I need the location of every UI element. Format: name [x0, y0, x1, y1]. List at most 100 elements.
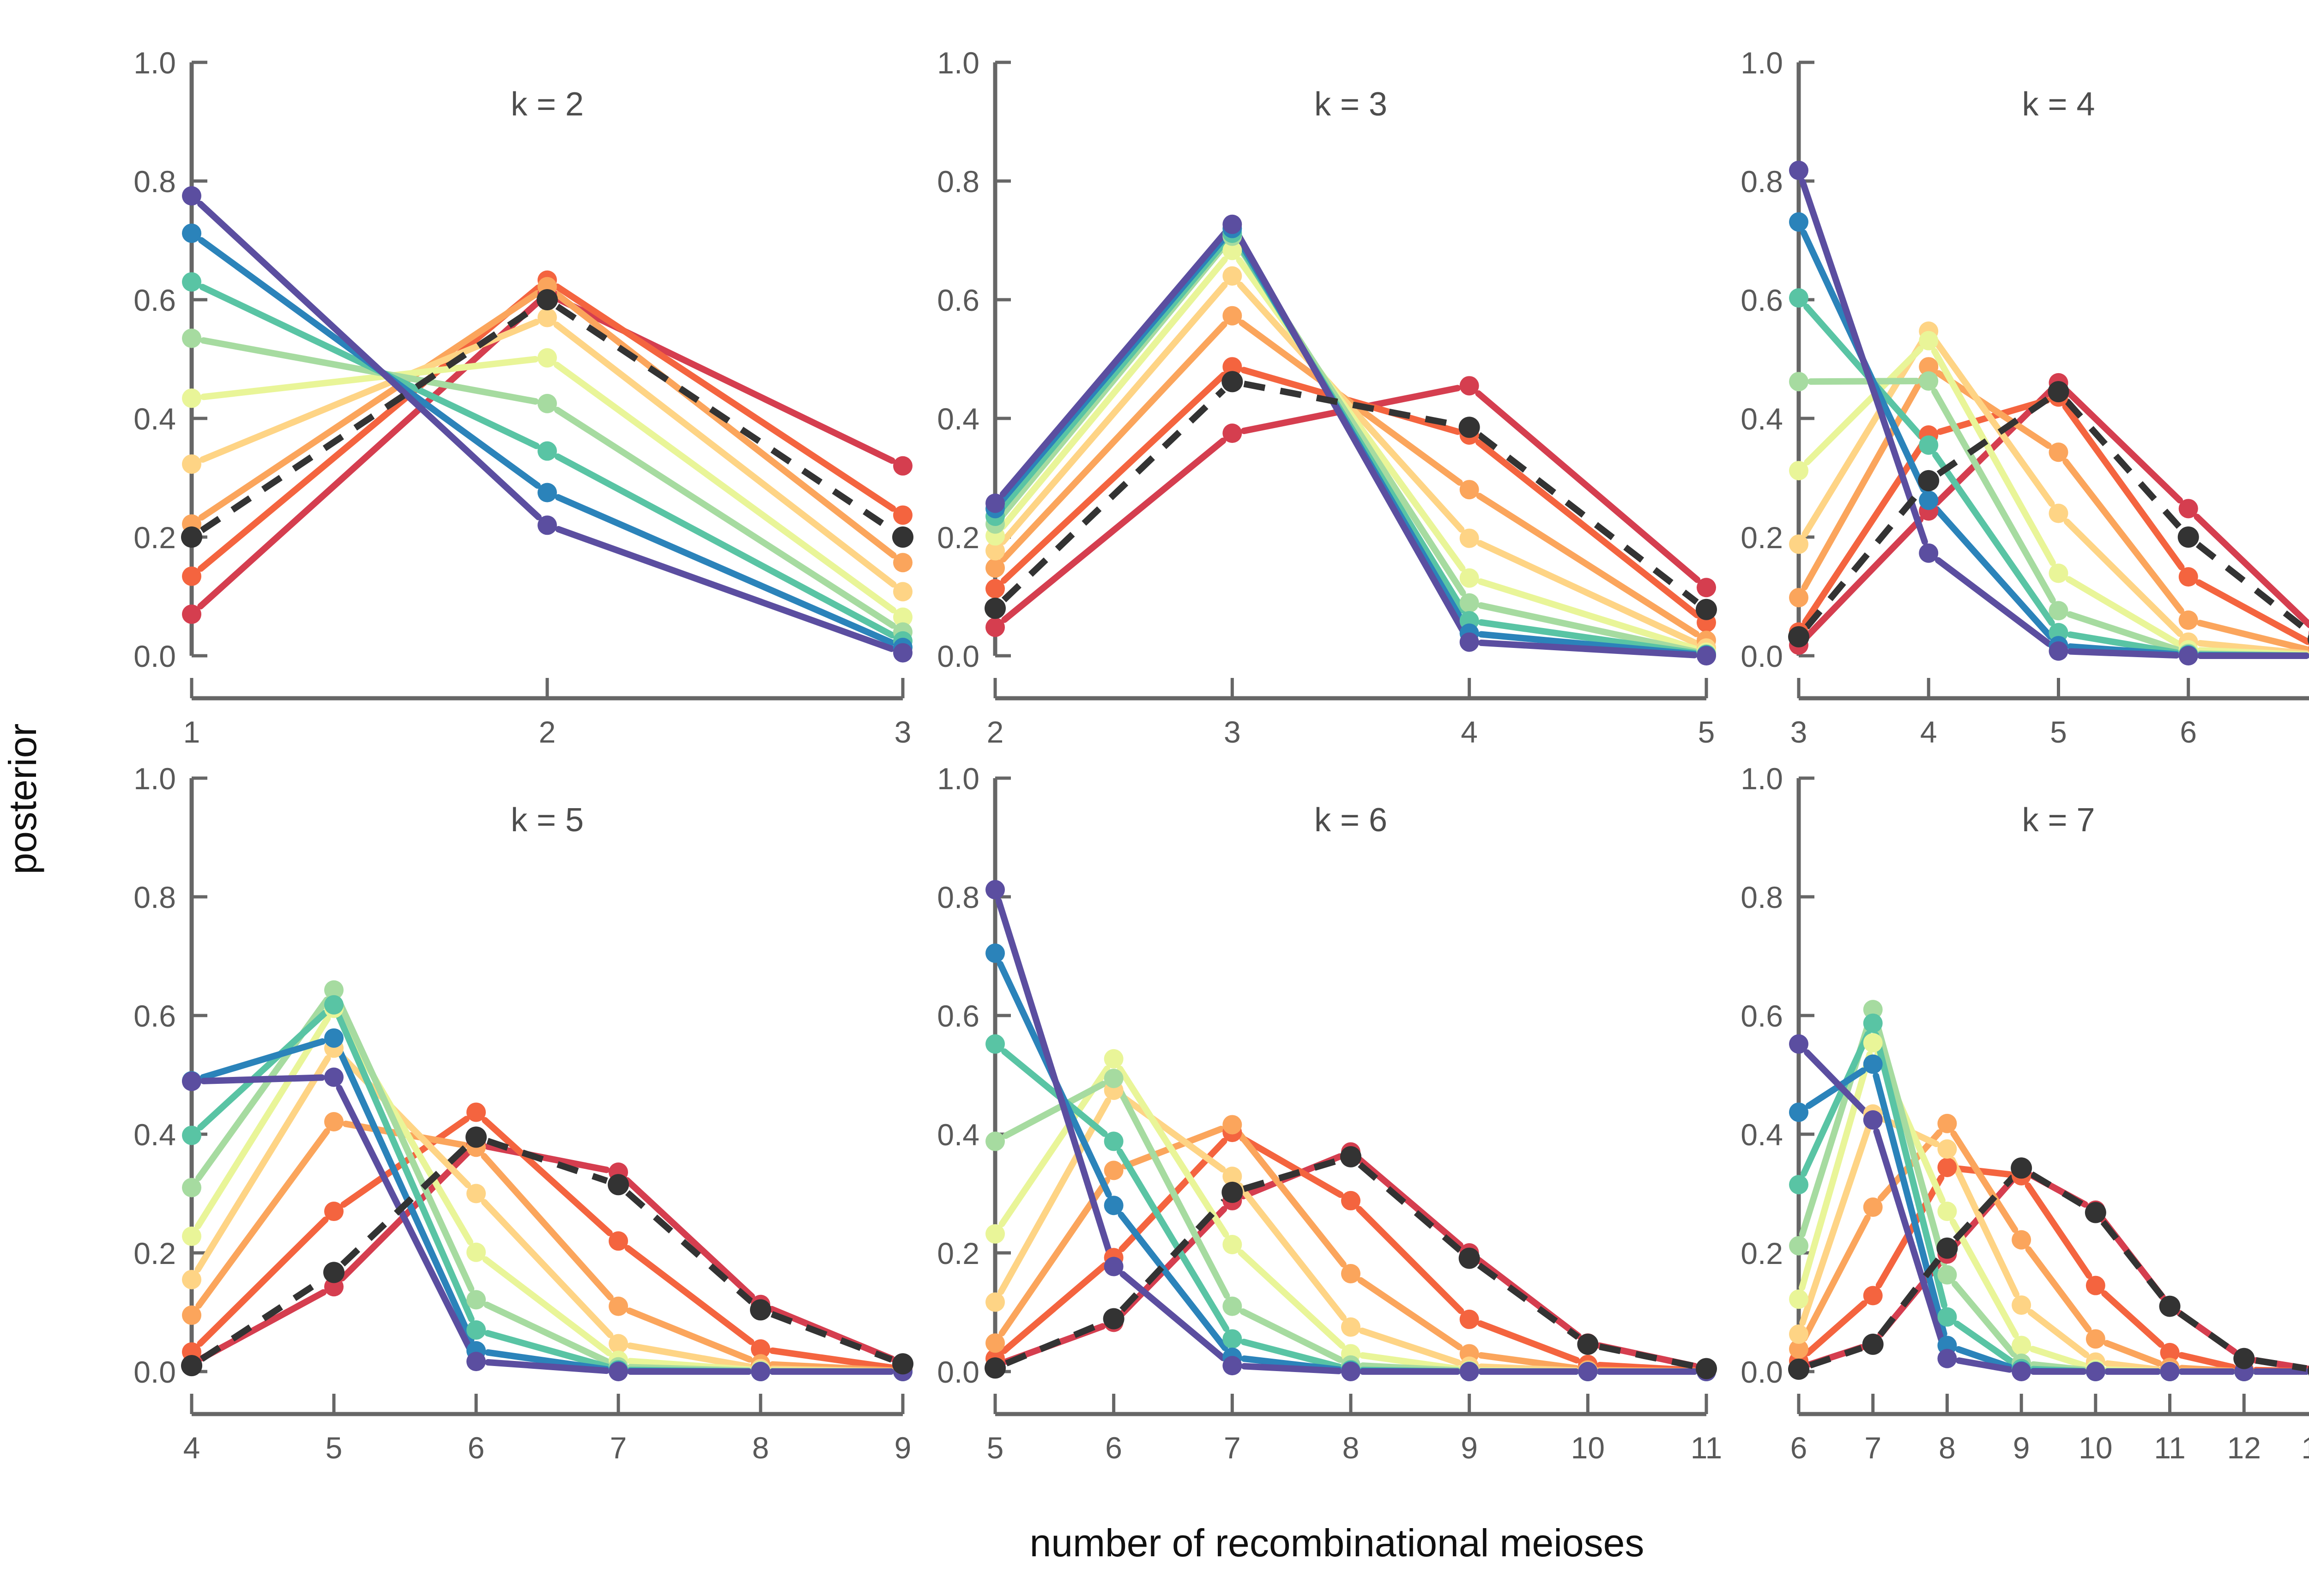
data-point-5	[1863, 1000, 1883, 1020]
series-line-4	[2029, 1346, 2088, 1369]
y-tick-label: 1.0	[133, 762, 176, 796]
data-point-8	[182, 186, 201, 206]
panel-title: k = 6	[1314, 802, 1387, 839]
series-line-0	[1001, 437, 1227, 623]
data-point-6	[1863, 1013, 1883, 1033]
series-line-2	[1950, 1130, 2019, 1233]
panels-layer: 0.00.20.40.60.81.01 2 3k = 20.00.20.40.60.…	[133, 46, 2309, 1465]
series-line-8	[555, 526, 895, 652]
data-point-7	[985, 943, 1005, 963]
data-point-4	[1863, 1033, 1883, 1053]
data-point-8	[1937, 1348, 1957, 1368]
series-line-4	[482, 1256, 612, 1356]
data-point-5	[182, 1178, 201, 1197]
data-point-2	[1459, 480, 1479, 500]
y-tick-label: 0.8	[937, 164, 979, 199]
x-tick-label: 7	[1224, 1431, 1241, 1465]
series-line-2	[1236, 1130, 1347, 1268]
series-line-5	[484, 1301, 611, 1365]
data-point-4	[1459, 568, 1479, 588]
series-line-8	[1956, 1357, 2013, 1373]
series-line-4	[1238, 1249, 1345, 1349]
series-line-3	[1120, 1094, 1226, 1173]
series-line-4	[1950, 1218, 2019, 1338]
data-point-mean	[181, 526, 202, 548]
data-point-mean	[1788, 1358, 1809, 1380]
data-point-mean	[2177, 526, 2199, 548]
series-line-1	[2101, 1290, 2164, 1348]
y-tick-label: 0.6	[937, 999, 979, 1033]
series-line-8	[200, 1074, 326, 1084]
data-point-1	[182, 566, 201, 586]
data-point-mean	[465, 1126, 487, 1148]
x-tick-label: 12	[2227, 1431, 2261, 1465]
series-line-2	[2196, 620, 2309, 653]
data-point-7	[1789, 212, 1808, 232]
data-point-1	[1341, 1191, 1360, 1210]
y-tick-label: 0.0	[133, 1355, 176, 1389]
data-point-6	[1789, 288, 1808, 308]
y-tick-label: 0.8	[1741, 164, 1783, 199]
panel-title: k = 2	[511, 86, 584, 123]
series-line-2	[1357, 1277, 1463, 1350]
data-point-1	[2160, 1342, 2180, 1362]
y-tick-label: 0.2	[937, 520, 979, 555]
x-tick-label: 6	[1105, 1431, 1122, 1465]
mean-line	[1243, 1157, 1341, 1192]
data-point-0	[1459, 376, 1479, 396]
series-line-4	[1799, 1051, 1873, 1291]
x-tick-label: 4	[1920, 715, 1937, 749]
series-line-0	[2194, 514, 2309, 629]
data-point-0	[893, 456, 913, 476]
data-point-6	[182, 1125, 201, 1145]
data-point-mean	[323, 1262, 345, 1283]
x-tick-label: 7	[610, 1431, 627, 1465]
mean-line	[1477, 1263, 1580, 1340]
data-point-8	[1789, 160, 1808, 180]
data-point-mean	[750, 1299, 771, 1321]
data-point-mean	[1577, 1333, 1599, 1355]
series-line-0	[624, 1177, 755, 1300]
data-point-4	[893, 607, 913, 627]
series-line-5	[200, 337, 539, 405]
data-point-mean	[1696, 1358, 1717, 1379]
x-tick-label: 9	[2013, 1431, 2030, 1465]
data-point-1	[1863, 1286, 1883, 1306]
data-point-6	[324, 995, 344, 1015]
data-point-4	[2012, 1336, 2031, 1355]
series-line-5	[2067, 611, 2181, 653]
data-point-4	[538, 348, 557, 368]
mean-line	[2195, 542, 2309, 635]
data-point-2	[1919, 357, 1939, 377]
data-point-7	[1919, 490, 1939, 510]
data-point-4	[1104, 1049, 1124, 1069]
series-line-5	[1116, 1086, 1230, 1299]
data-point-mean	[1458, 1247, 1480, 1269]
series-line-2	[626, 1307, 753, 1363]
series-line-3	[627, 1342, 752, 1370]
series-line-3	[553, 321, 897, 588]
data-point-8	[1222, 214, 1242, 234]
series-line-4	[999, 256, 1228, 530]
data-point-8	[182, 1071, 201, 1091]
series-line-3	[1932, 338, 2055, 507]
series-line-8	[336, 1084, 474, 1354]
data-point-2	[609, 1296, 628, 1316]
y-tick-label: 0.8	[937, 880, 979, 914]
y-tick-label: 0.6	[1741, 283, 1783, 317]
data-point-6	[1789, 1175, 1808, 1195]
series-line-3	[1236, 1182, 1347, 1321]
mean-line	[2100, 1220, 2165, 1299]
mean-line	[625, 1190, 754, 1305]
x-tick-label: 6	[1790, 1431, 1807, 1465]
series-line-2	[1000, 321, 1227, 562]
series-line-1	[1356, 1206, 1464, 1314]
series-line-1	[482, 1117, 613, 1236]
data-point-6	[182, 272, 201, 292]
data-point-mean	[1221, 1181, 1243, 1203]
data-point-7	[1863, 1054, 1883, 1074]
data-point-3	[466, 1184, 486, 1203]
data-point-3	[1222, 1167, 1242, 1186]
mean-line	[1809, 1345, 1863, 1369]
series-line-0	[1475, 390, 1701, 583]
